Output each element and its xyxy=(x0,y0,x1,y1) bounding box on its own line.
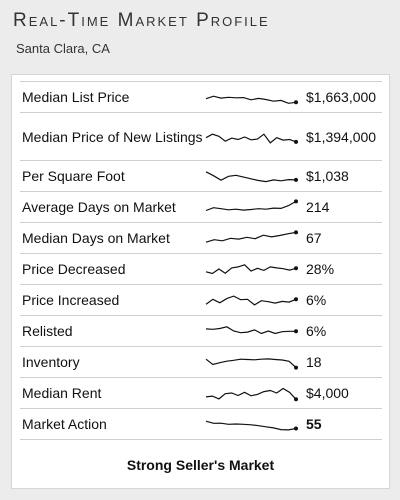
sparkline-line xyxy=(205,231,297,243)
metric-label: Price Decreased xyxy=(20,253,204,285)
metric-sparkline xyxy=(204,191,300,223)
location-label: Santa Clara, CA xyxy=(16,41,110,56)
metric-sparkline xyxy=(204,222,300,254)
sparkline-line xyxy=(205,132,297,144)
sparkline-chart xyxy=(205,171,298,183)
sparkline-chart xyxy=(205,199,298,212)
metric-value: $1,394,000 xyxy=(300,112,382,161)
metric-label: Average Days on Market xyxy=(20,191,204,223)
sparkline-endpoint xyxy=(294,397,298,402)
page-title: Real-Time Market Profile xyxy=(13,10,270,31)
metric-row: Inventory 18 xyxy=(20,346,382,378)
metric-value: 18 xyxy=(300,346,382,378)
metric-value: $4,000 xyxy=(300,377,382,409)
metric-row: Relisted 6% xyxy=(20,315,382,347)
metric-row: Median Price of New Listings $1,394,000 xyxy=(20,112,382,161)
sparkline-endpoint xyxy=(294,177,298,182)
sparkline-endpoint xyxy=(294,139,298,144)
market-status-label: Strong Seller's Market xyxy=(126,457,275,473)
sparkline-endpoint xyxy=(294,199,298,204)
metric-value: 6% xyxy=(300,315,382,347)
sparkline-line xyxy=(205,358,297,369)
sparkline-chart xyxy=(205,132,298,144)
sparkline-endpoint xyxy=(294,365,298,370)
market-profile-card: Median List Price $1,663,000 Median Price … xyxy=(11,74,390,489)
metric-value: 6% xyxy=(300,284,382,316)
metric-sparkline xyxy=(204,284,300,316)
sparkline-chart xyxy=(205,264,298,275)
sparkline-chart xyxy=(205,420,298,431)
sparkline-line xyxy=(205,95,297,104)
sparkline-chart xyxy=(205,358,298,370)
sparkline-endpoint xyxy=(294,230,298,235)
metric-sparkline xyxy=(204,112,300,161)
sparkline-endpoint xyxy=(294,100,298,105)
sparkline-chart xyxy=(205,387,298,402)
metric-row: Median Rent $4,000 xyxy=(20,377,382,409)
metric-sparkline xyxy=(204,346,300,378)
sparkline-chart xyxy=(205,326,298,335)
metric-sparkline xyxy=(204,408,300,440)
sparkline-line xyxy=(205,295,297,306)
metric-sparkline xyxy=(204,81,300,113)
metric-value: 67 xyxy=(300,222,382,254)
sparkline-line xyxy=(205,171,297,183)
sparkline-line xyxy=(205,200,297,212)
sparkline-endpoint xyxy=(294,426,298,431)
sparkline-endpoint xyxy=(294,266,298,271)
metric-label: Per Square Foot xyxy=(20,160,204,192)
metric-value: 28% xyxy=(300,253,382,285)
metric-label: Median Days on Market xyxy=(20,222,204,254)
metric-label: Median List Price xyxy=(20,81,204,113)
sparkline-chart xyxy=(205,230,298,243)
sparkline-chart xyxy=(205,95,298,105)
metric-row: Price Increased 6% xyxy=(20,284,382,316)
metric-value: 55 xyxy=(300,408,382,440)
metric-row: Price Decreased 28% xyxy=(20,253,382,285)
metric-row: Median List Price $1,663,000 xyxy=(20,81,382,113)
metric-label: Market Action xyxy=(20,408,204,440)
metric-label: Relisted xyxy=(20,315,204,347)
metric-label: Median Price of New Listings xyxy=(20,112,204,161)
metric-label: Median Rent xyxy=(20,377,204,409)
sparkline-endpoint xyxy=(294,297,298,302)
sparkline-line xyxy=(205,387,297,400)
metric-sparkline xyxy=(204,160,300,192)
metric-sparkline xyxy=(204,253,300,285)
sparkline-line xyxy=(205,264,297,275)
metrics-table: Median List Price $1,663,000 Median Price … xyxy=(20,81,382,440)
metric-sparkline xyxy=(204,377,300,409)
metric-label: Price Increased xyxy=(20,284,204,316)
metric-value: $1,038 xyxy=(300,160,382,192)
metric-value: 214 xyxy=(300,191,382,223)
sparkline-line xyxy=(205,420,297,431)
metric-row: Market Action 55 xyxy=(20,408,382,440)
metric-row: Average Days on Market 214 xyxy=(20,191,382,223)
sparkline-endpoint xyxy=(294,329,298,334)
sparkline-line xyxy=(205,326,296,335)
sparkline-chart xyxy=(205,295,298,306)
metric-sparkline xyxy=(204,315,300,347)
metric-row: Per Square Foot $1,038 xyxy=(20,160,382,192)
metric-value: $1,663,000 xyxy=(300,81,382,113)
metric-row: Median Days on Market 67 xyxy=(20,222,382,254)
metric-label: Inventory xyxy=(20,346,204,378)
